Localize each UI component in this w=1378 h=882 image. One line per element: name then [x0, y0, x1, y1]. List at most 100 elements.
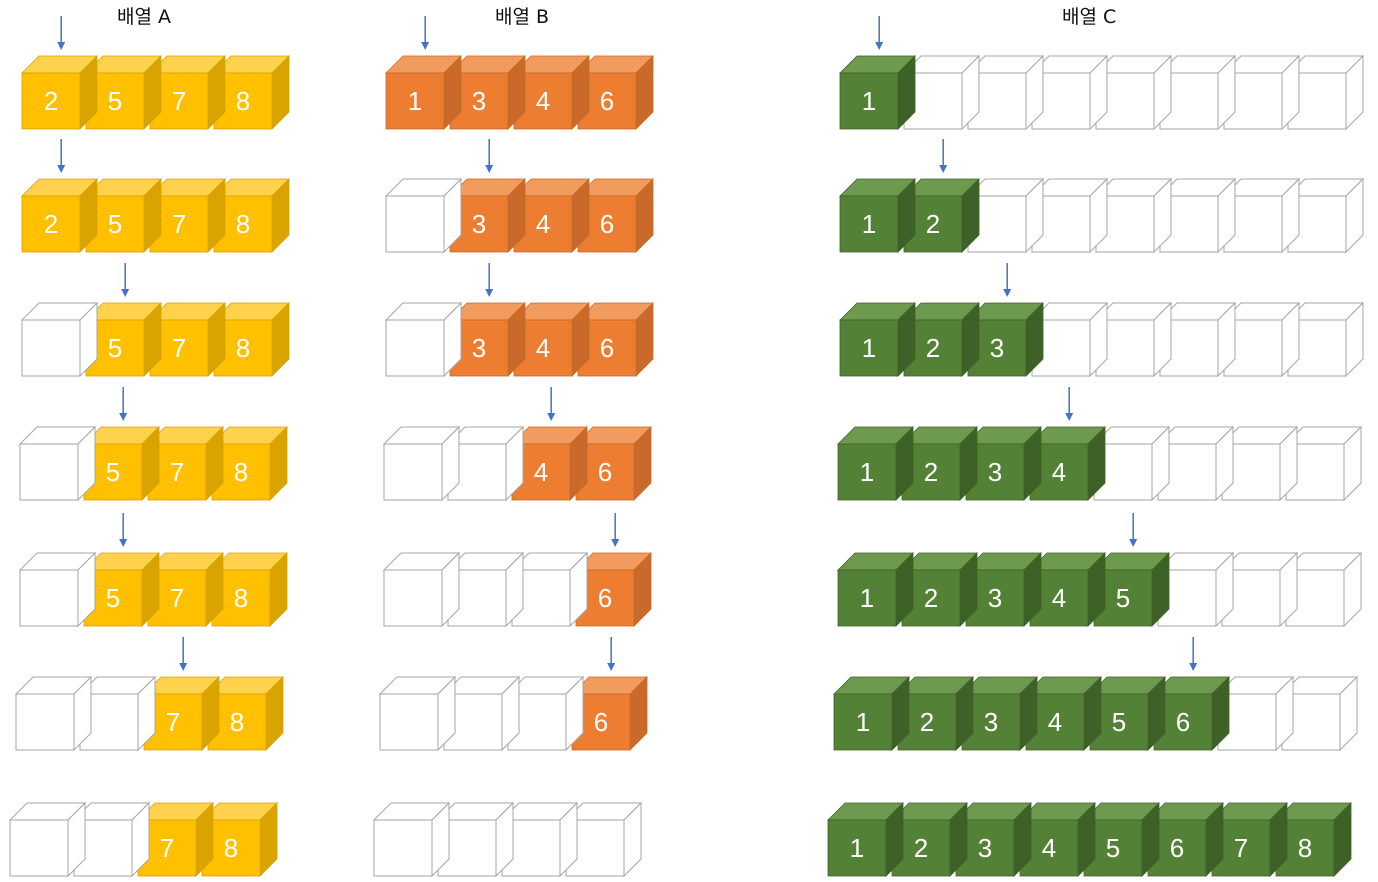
array-c-cell-1: 1	[827, 802, 904, 877]
array-c-cell-5	[1092, 425, 1171, 502]
cube-value: 7	[172, 209, 186, 239]
cube-value: 7	[172, 333, 186, 363]
cube-value: 3	[472, 209, 486, 239]
cube-value: 5	[1112, 707, 1126, 737]
array-a-cell-4: 8	[213, 178, 290, 253]
cube-value: 8	[224, 833, 238, 863]
array-c-cell-7	[1222, 301, 1301, 378]
array-a-cell-1: 2	[21, 178, 98, 253]
array-b-row-7	[372, 801, 643, 878]
cube-value: 1	[862, 209, 876, 239]
cube-value: 6	[598, 583, 612, 613]
array-b-row-1: 6 4 3 1	[385, 16, 654, 130]
cube-value: 2	[924, 583, 938, 613]
cube-value: 4	[1052, 457, 1066, 487]
pointer-arrow-a	[57, 16, 66, 50]
cube-value: 3	[990, 333, 1004, 363]
cube-front	[385, 72, 445, 130]
pointer-arrow-a	[121, 263, 130, 297]
array-a-cell-4: 8	[211, 552, 288, 627]
array-c-cell-6	[1156, 425, 1235, 502]
cube-value: 5	[1116, 583, 1130, 613]
array-b-cell-1	[378, 675, 457, 752]
cube-front	[19, 443, 79, 501]
cube-value: 4	[534, 457, 548, 487]
array-a-row-6: 87	[14, 637, 284, 752]
array-a-cell-1	[18, 551, 97, 628]
cube-front	[9, 819, 69, 877]
cube-front	[15, 693, 75, 751]
cube-front	[21, 319, 81, 377]
cube-value: 1	[408, 86, 422, 116]
array-b-cell-2	[446, 551, 525, 628]
cube-front	[383, 443, 443, 501]
cube-value: 1	[862, 86, 876, 116]
cube-front	[373, 819, 433, 877]
cube-value: 2	[924, 457, 938, 487]
cube-value: 8	[236, 86, 250, 116]
pointer-arrow-b	[485, 263, 494, 297]
header-array-a: 배열 A	[117, 6, 171, 28]
cube-value: 8	[236, 333, 250, 363]
array-c-cell-1: 1	[837, 552, 914, 627]
array-a-cell-1	[8, 801, 87, 878]
cube-front	[839, 72, 899, 130]
pointer-arrow-b	[421, 16, 430, 50]
array-a-row-7: 87	[8, 801, 278, 878]
cube-value: 6	[600, 209, 614, 239]
array-a-cell-1	[18, 425, 97, 502]
header-array-b: 배열 B	[495, 6, 550, 28]
cube-value: 3	[988, 583, 1002, 613]
cube-value: 1	[856, 707, 870, 737]
cube-front	[21, 72, 81, 130]
cube-value: 2	[920, 707, 934, 737]
pointer-arrow-a	[179, 637, 188, 671]
array-a-row-1: 8 7 5 2	[21, 16, 290, 130]
cube-value: 8	[1298, 833, 1312, 863]
cube-value: 6	[1176, 707, 1190, 737]
cube-value: 8	[236, 209, 250, 239]
cube-front	[827, 819, 887, 877]
array-a-cell-4: 8	[213, 55, 290, 130]
step-row-3: 8 7 5 6 4 3 3 2 1	[20, 263, 1365, 378]
array-c-cell-1: 1	[833, 676, 910, 751]
array-b-cell-1	[372, 801, 451, 878]
array-c-cell-5: 5	[1083, 802, 1160, 877]
array-a-cell-1: 2	[21, 55, 98, 130]
array-a-row-4: 8 7 5	[18, 387, 288, 502]
array-c-row-3: 3 2 1	[839, 263, 1365, 378]
cube-value: 4	[536, 209, 550, 239]
cube-value: 1	[850, 833, 864, 863]
array-c-cell-8	[1286, 301, 1365, 378]
array-b-cell-2: 3	[449, 302, 526, 377]
array-b-cell-3	[506, 675, 585, 752]
cube-value: 4	[536, 333, 550, 363]
array-a-cell-4: 8	[207, 676, 284, 751]
array-b-cell-1	[384, 301, 463, 378]
cube-value: 2	[44, 209, 58, 239]
array-b-row-4: 64	[382, 387, 652, 502]
array-b-row-5: 6	[382, 513, 652, 628]
pointer-arrow-b	[485, 139, 494, 173]
header-array-c: 배열 C	[1062, 6, 1117, 28]
array-b-row-3: 6 4 3	[384, 263, 654, 378]
cube-value: 5	[108, 86, 122, 116]
cube-front	[837, 569, 897, 627]
cube-front	[385, 319, 445, 377]
array-b-cell-2	[442, 675, 521, 752]
array-c-row-5: 5 4 3 2 1	[837, 513, 1363, 628]
array-c-cell-4: 4	[1019, 802, 1096, 877]
array-c-cell-2: 2	[903, 178, 980, 253]
cube-value: 7	[1234, 833, 1248, 863]
cube-value: 1	[860, 457, 874, 487]
cube-front	[379, 693, 439, 751]
array-c-cell-1: 1	[839, 55, 916, 130]
cube-front	[833, 693, 893, 751]
cube-value: 5	[1106, 833, 1120, 863]
array-a-row-3: 8 7 5	[20, 263, 290, 378]
cube-value: 1	[862, 333, 876, 363]
